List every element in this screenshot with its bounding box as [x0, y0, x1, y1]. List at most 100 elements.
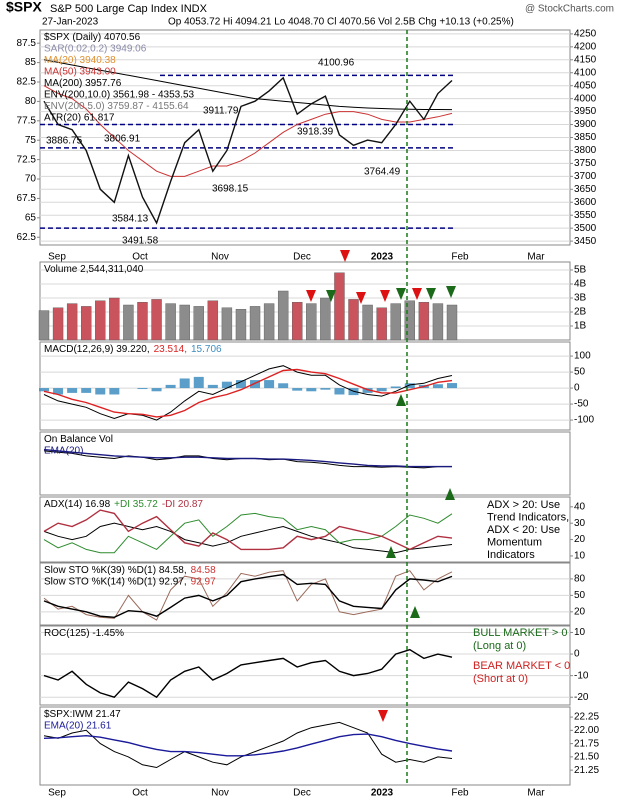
arrow — [396, 394, 406, 406]
y-tick-label: 0 — [574, 383, 580, 394]
series-line — [43, 570, 453, 621]
legend-entry: MA(50) 3943.00 — [44, 66, 116, 77]
y-tick-label: 3800 — [574, 145, 597, 156]
ohlc: Op 4053.72 Hi 4094.21 Lo 4048.70 Cl 4070… — [168, 17, 514, 28]
histogram-bar — [151, 388, 162, 392]
series-line — [43, 512, 453, 554]
y-tick-label: 3600 — [574, 197, 597, 208]
y-tick-label: 22.00 — [574, 725, 599, 736]
volume-bar — [432, 303, 444, 341]
panel-frame — [39, 496, 571, 563]
y-tick-label: 3900 — [574, 119, 597, 130]
legend-entry: $SPX:IWM 21.47 — [44, 709, 121, 720]
series-line — [43, 368, 453, 418]
volume-bar — [235, 308, 247, 341]
legend-text: 23.514, — [154, 344, 187, 355]
price-annotation: 3698.15 — [212, 184, 249, 195]
volume-bar — [151, 299, 162, 341]
legend-text: $SPX (Daily) 4070.56 — [44, 32, 141, 43]
volume-bar — [418, 301, 430, 341]
y-tick-label: 77.5 — [17, 115, 37, 126]
y-tick-label: 3850 — [574, 132, 597, 143]
y-tick-label: 10 — [574, 551, 586, 562]
price-annotation: 3584.13 — [112, 214, 149, 225]
y-tick-label: 72.5 — [17, 154, 37, 165]
price-annotation: 4100.96 — [318, 58, 355, 69]
arrow — [445, 488, 455, 500]
volume-bar — [81, 306, 92, 341]
volume-bar — [362, 304, 373, 341]
legend-entry: ROC(125) -1.45% — [44, 628, 124, 639]
y-tick-label: 4150 — [574, 54, 597, 65]
y-tick-label: 3450 — [574, 236, 597, 247]
y-tick-label: 3500 — [574, 223, 597, 234]
note: Indicators — [487, 549, 535, 561]
legend-text: 92.97 — [191, 576, 216, 587]
x-tick-label: Nov — [211, 788, 229, 799]
histogram-bar — [137, 388, 148, 390]
y-tick-label: -50 — [574, 399, 589, 410]
x-tick-label: Dec — [293, 788, 311, 799]
histogram-bar — [447, 383, 457, 389]
arrow — [356, 292, 366, 304]
y-tick-label: -20 — [574, 692, 589, 703]
x-tick-label: Oct — [132, 788, 148, 799]
volume-bar — [249, 306, 261, 341]
arrow — [396, 288, 406, 300]
x-tick-label: Sep — [48, 788, 66, 799]
x-tick-label: Feb — [451, 252, 469, 263]
legend-text: SAR(0.02,0.2) 3949.06 — [44, 43, 147, 54]
subtitle: S&P 500 Large Cap Index INDX — [50, 3, 208, 15]
x-tick-label: Oct — [132, 252, 148, 263]
y-tick-label: 87.5 — [17, 38, 37, 49]
note-bull: (Long at 0) — [473, 640, 526, 652]
histogram-bar — [306, 388, 317, 392]
legend-entry: Slow STO %K(14) %D(1) 92.97, 92.97 — [44, 576, 216, 587]
histogram-bar — [334, 388, 345, 395]
histogram-bar — [179, 378, 190, 389]
volume-bar — [95, 300, 106, 341]
legend-entry: ATR(20) 61.817 — [44, 112, 115, 123]
panel-frame — [39, 562, 571, 626]
y-tick-label: 3B — [574, 293, 587, 304]
y-tick-label: 50 — [574, 367, 586, 378]
volume-bar — [109, 297, 120, 341]
legend-entry: ADX(14) 16.98 +DI 35.72 -DI 20.87 — [44, 499, 203, 510]
price-annotation: 3911.79 — [203, 106, 239, 117]
price-annotation: 3806.91 — [104, 134, 141, 145]
legend-entry: ENV(200,5.0) 3759.87 - 4155.64 — [44, 101, 189, 112]
volume-bar — [277, 290, 289, 341]
y-tick-label: 3550 — [574, 210, 597, 221]
volume-bar — [52, 307, 64, 341]
histogram-bar — [404, 383, 415, 389]
volume-bar — [207, 300, 219, 341]
y-tick-label: -10 — [574, 670, 589, 681]
y-tick-label: 40 — [574, 501, 586, 512]
x-tick-label: 2023 — [371, 788, 394, 799]
legend-entry: ENV(200,10.0) 3561.98 - 4353.53 — [44, 89, 195, 100]
y-tick-label: -100 — [574, 415, 594, 426]
legend-entry: EMA(20) — [44, 445, 83, 456]
volume-bar — [292, 301, 303, 341]
price-annotation: 3918.39 — [297, 127, 334, 138]
histogram-bar — [376, 388, 387, 392]
y-tick-label: 62.5 — [17, 232, 37, 243]
histogram-bar — [207, 384, 218, 389]
y-tick-label: 67.5 — [17, 193, 37, 204]
histogram-bar — [264, 380, 275, 389]
y-tick-label: 4000 — [574, 93, 597, 104]
histogram-bar — [250, 380, 261, 389]
legend-text: MA(50) 3943.00 — [44, 66, 116, 77]
legend-entry: $SPX (Daily) 4070.56 — [44, 32, 141, 43]
volume-bar — [38, 310, 50, 341]
note: ADX < 20: Use — [487, 524, 560, 536]
histogram-bar — [235, 380, 246, 389]
arrow — [326, 290, 336, 302]
volume-bar — [446, 304, 458, 341]
volume-bar — [221, 307, 233, 341]
legend-entry: Volume 2,544,311,040 — [44, 264, 144, 275]
x-tick-label: Mar — [527, 252, 545, 263]
y-tick-label: 100 — [574, 351, 591, 362]
arrow — [306, 290, 316, 302]
